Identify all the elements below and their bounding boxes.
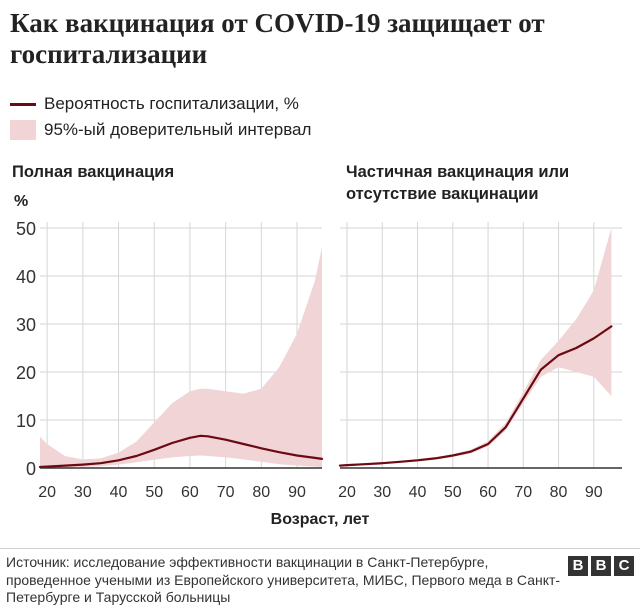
x-tick-label: 60 xyxy=(181,484,199,501)
footer-divider xyxy=(0,548,640,549)
y-tick-label: 10 xyxy=(16,411,36,431)
source-note: Источник: исследование эффективности вак… xyxy=(6,554,561,605)
y-tick-label: 50 xyxy=(16,219,36,239)
y-axis-title: % xyxy=(14,193,29,210)
legend-item-line: Вероятность госпитализации, % xyxy=(10,91,311,117)
x-axis-title: Возраст, лет xyxy=(270,511,370,528)
chart-title: Как вакцинация от COVID-19 защищает от г… xyxy=(10,8,545,69)
x-tick-label: 40 xyxy=(110,484,128,501)
panel-title-partial: Частичная вакцинация или отсутствие вакц… xyxy=(346,163,570,203)
legend-line-label: Вероятность госпитализации, % xyxy=(44,94,299,113)
x-tick-label: 50 xyxy=(444,484,462,501)
x-tick-label: 50 xyxy=(145,484,163,501)
y-tick-label: 0 xyxy=(26,459,36,479)
x-tick-label: 80 xyxy=(550,484,568,501)
x-tick-label: 90 xyxy=(585,484,603,501)
legend: Вероятность госпитализации, % 95%-ый дов… xyxy=(10,91,311,143)
x-tick-label: 70 xyxy=(514,484,532,501)
x-tick-label: 70 xyxy=(217,484,235,501)
legend-line-swatch xyxy=(10,102,36,106)
y-tick-label: 20 xyxy=(16,363,36,383)
legend-band-label: 95%-ый доверительный интервал xyxy=(44,120,312,139)
probability-line-2 xyxy=(338,325,613,467)
x-tick-label: 20 xyxy=(338,484,356,501)
confidence-band-2 xyxy=(340,228,612,467)
legend-band-swatch xyxy=(10,120,36,140)
x-tick-label: 20 xyxy=(38,484,56,501)
legend-item-band: 95%-ый доверительный интервал xyxy=(10,117,311,143)
bbc-logo-letter: B xyxy=(568,556,588,576)
panel-title-full: Полная вакцинация xyxy=(12,163,175,181)
bbc-logo-letter: C xyxy=(614,556,634,576)
confidence-band-1 xyxy=(40,247,322,468)
x-tick-label: 90 xyxy=(288,484,306,501)
x-tick-label: 60 xyxy=(479,484,497,501)
bbc-logo-letter: B xyxy=(591,556,611,576)
y-tick-label: 30 xyxy=(16,315,36,335)
probability-line-1 xyxy=(38,434,324,469)
x-tick-label: 30 xyxy=(74,484,92,501)
x-tick-label: 40 xyxy=(409,484,427,501)
x-tick-label: 30 xyxy=(373,484,391,501)
x-tick-label: 80 xyxy=(252,484,270,501)
bbc-logo: B B C xyxy=(568,556,634,576)
y-tick-label: 40 xyxy=(16,267,36,287)
